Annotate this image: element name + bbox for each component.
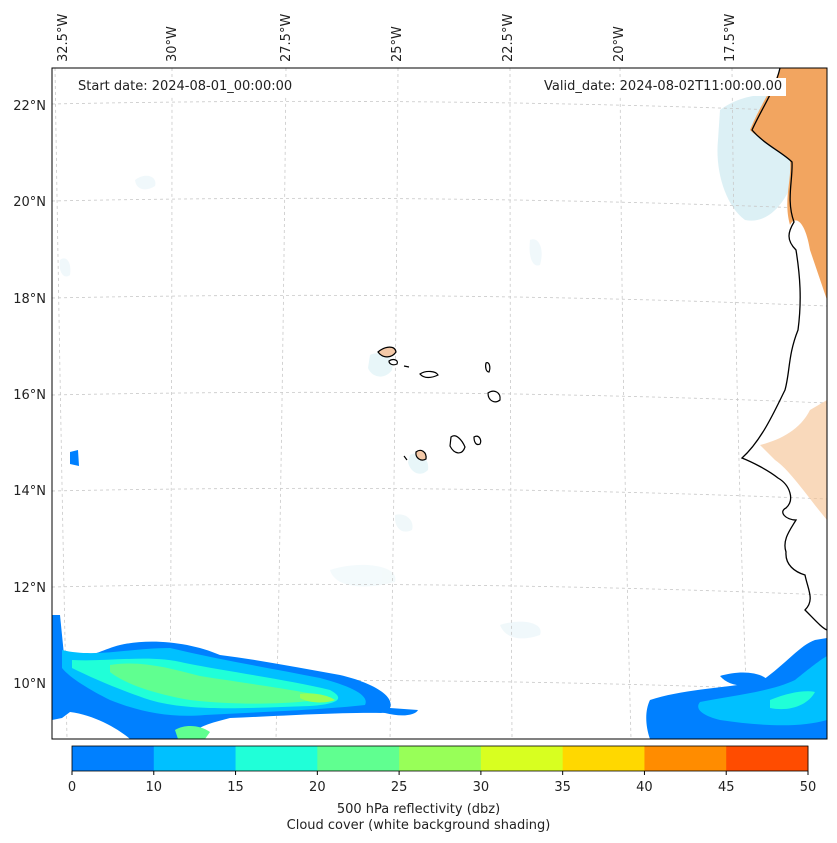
colorbar-swatch [644, 746, 727, 771]
colorbar-swatch [317, 746, 400, 771]
lon-label: 22.5°W [501, 14, 516, 62]
lon-label: 32.5°W [56, 14, 71, 62]
lat-label: 16°N [13, 388, 46, 403]
colorbar-frame [71, 745, 809, 772]
lon-label: 30°W [165, 26, 180, 62]
colorbar-swatch [726, 746, 809, 771]
lon-label: 27.5°W [279, 14, 294, 62]
map-frame [51, 67, 828, 740]
colorbar-tick-label: 0 [68, 780, 76, 795]
colorbar-ticks: 0 10 15 20 25 30 35 40 45 50 [68, 771, 816, 795]
colorbar-swatches [72, 746, 809, 771]
colorbar-swatch [72, 746, 155, 771]
map-panel [52, 68, 827, 739]
lon-label: 20°W [612, 26, 627, 62]
cape-verde-islands [377, 346, 501, 461]
colorbar-tick-label: 10 [146, 780, 163, 795]
colorbar-sublabel: Cloud cover (white background shading) [286, 818, 551, 833]
lat-label: 10°N [13, 677, 46, 692]
lat-label: 18°N [13, 292, 46, 307]
colorbar-label: 500 hPa reflectivity (dbz) [336, 802, 501, 817]
colorbar: 0 10 15 20 25 30 35 40 45 50 [68, 745, 816, 795]
lon-label: 25°W [390, 26, 405, 62]
colorbar-tick-label: 20 [309, 780, 326, 795]
africa-coast [740, 68, 827, 631]
colorbar-swatch [153, 746, 237, 771]
colorbar-tick-label: 45 [718, 780, 735, 795]
reflectivity-contours [52, 450, 827, 739]
colorbar-swatch [480, 746, 564, 771]
colorbar-swatch [562, 746, 645, 771]
colorbar-tick-label: 35 [554, 780, 571, 795]
lat-label: 20°N [13, 195, 46, 210]
colorbar-tick-label: 30 [473, 780, 490, 795]
latitude-labels: 22°N 20°N 18°N 16°N 14°N 12°N 10°N [13, 99, 46, 692]
valid-date-label: Valid_date: 2024-08-02T11:00:00.00 [540, 78, 787, 96]
longitude-labels: 32.5°W 30°W 27.5°W 25°W 22.5°W 20°W 17.5… [56, 14, 738, 62]
colorbar-tick-label: 50 [800, 780, 817, 795]
colorbar-tick-label: 25 [391, 780, 408, 795]
start-date-label: Start date: 2024-08-01_00:00:00 [74, 78, 297, 96]
lat-label: 14°N [13, 484, 46, 499]
colorbar-swatch [235, 746, 318, 771]
lat-label: 12°N [13, 581, 46, 596]
colorbar-tick-label: 40 [636, 780, 653, 795]
colorbar-tick-label: 15 [227, 780, 244, 795]
colorbar-swatch [399, 746, 482, 771]
lat-label: 22°N [13, 99, 46, 114]
lon-label: 17.5°W [723, 14, 738, 62]
